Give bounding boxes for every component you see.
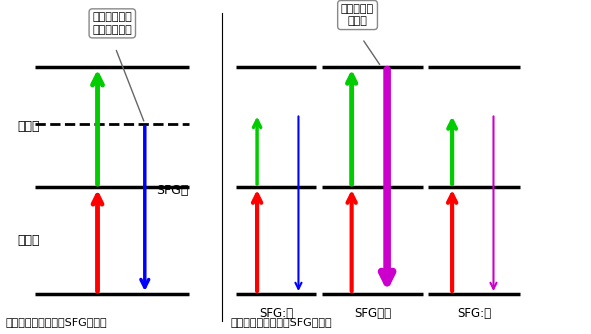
- Text: SFG:弱: SFG:弱: [259, 308, 293, 320]
- Text: 可視光の波長固定のSFGの場合: 可視光の波長固定のSFGの場合: [6, 317, 108, 327]
- Text: 赤外光: 赤外光: [18, 234, 40, 247]
- Text: SFG：強: SFG：強: [354, 308, 391, 320]
- Text: SFG:弱: SFG:弱: [457, 308, 491, 320]
- Text: SFG光: SFG光: [157, 184, 189, 197]
- Text: 分子の吸収か
ら離れている: 分子の吸収か ら離れている: [92, 12, 132, 35]
- Text: 可視光: 可視光: [18, 121, 40, 133]
- Text: 分子の吸収
と一致: 分子の吸収 と一致: [341, 4, 374, 26]
- Text: 可視光の波長可変のSFGの場合: 可視光の波長可変のSFGの場合: [230, 317, 332, 327]
